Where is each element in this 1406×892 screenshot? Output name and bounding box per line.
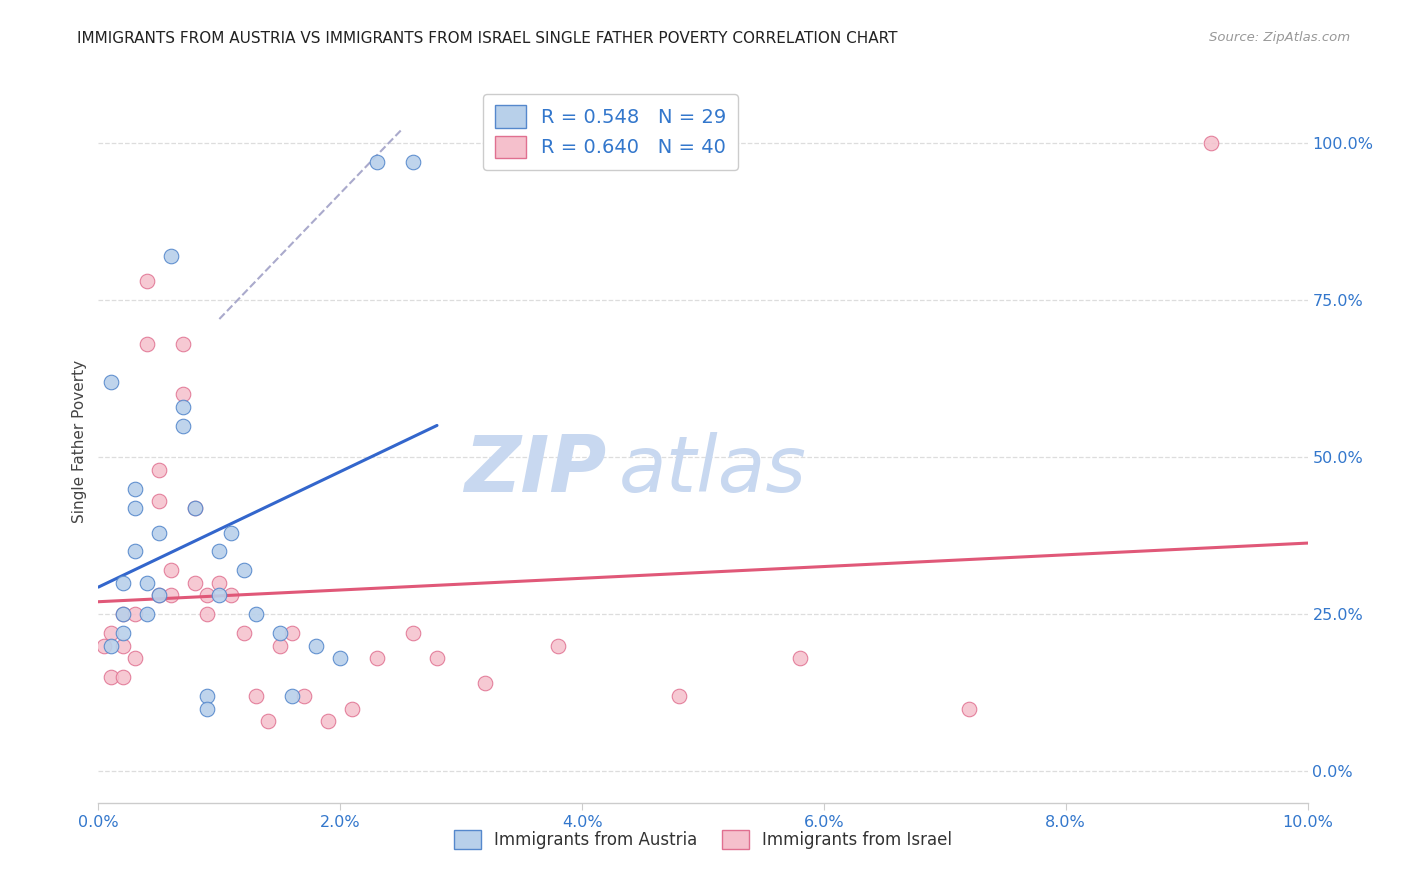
Point [160,563,183,577]
Point [135,607,157,622]
Point [366,155,388,169]
Point [281,689,304,703]
Point [316,714,339,728]
Point [135,274,157,288]
Point [111,626,134,640]
Point [124,651,146,665]
Y-axis label: Single Father Poverty: Single Father Poverty [72,360,87,523]
Point [148,589,170,603]
Point [281,626,304,640]
Point [93,639,115,653]
Point [100,375,122,389]
Point [195,689,218,703]
Point [184,500,207,515]
Point [172,400,194,414]
Point [366,651,388,665]
Point [668,689,690,703]
Point [184,575,207,590]
Point [269,626,291,640]
Point [245,689,267,703]
Legend: Immigrants from Austria, Immigrants from Israel: Immigrants from Austria, Immigrants from… [447,823,959,856]
Point [148,494,170,508]
Point [111,575,134,590]
Point [957,701,980,715]
Point [160,589,183,603]
Point [111,639,134,653]
Point [426,651,449,665]
Point [111,607,134,622]
Point [172,418,194,433]
Text: IMMIGRANTS FROM AUSTRIA VS IMMIGRANTS FROM ISRAEL SINGLE FATHER POVERTY CORRELAT: IMMIGRANTS FROM AUSTRIA VS IMMIGRANTS FR… [77,31,898,46]
Point [124,482,146,496]
Point [172,387,194,401]
Point [256,714,278,728]
Point [208,589,231,603]
Point [195,607,218,622]
Point [184,500,207,515]
Point [402,155,425,169]
Point [292,689,315,703]
Point [232,563,254,577]
Point [195,589,218,603]
Point [100,639,122,653]
Point [135,575,157,590]
Point [100,670,122,684]
Point [221,525,243,540]
Text: Source: ZipAtlas.com: Source: ZipAtlas.com [1209,31,1350,45]
Point [148,589,170,603]
Point [148,525,170,540]
Point [1199,136,1222,150]
Point [172,337,194,351]
Point [100,626,122,640]
Point [269,639,291,653]
Text: ZIP: ZIP [464,433,606,508]
Point [124,500,146,515]
Point [111,670,134,684]
Point [232,626,254,640]
Point [111,607,134,622]
Point [547,639,569,653]
Point [221,589,243,603]
Point [329,651,352,665]
Point [148,463,170,477]
Text: atlas: atlas [619,433,806,508]
Point [789,651,811,665]
Point [135,337,157,351]
Point [474,676,496,690]
Point [160,249,183,263]
Point [208,575,231,590]
Point [195,701,218,715]
Point [402,626,425,640]
Point [124,544,146,558]
Point [245,607,267,622]
Point [208,544,231,558]
Point [305,639,328,653]
Point [124,607,146,622]
Point [342,701,364,715]
